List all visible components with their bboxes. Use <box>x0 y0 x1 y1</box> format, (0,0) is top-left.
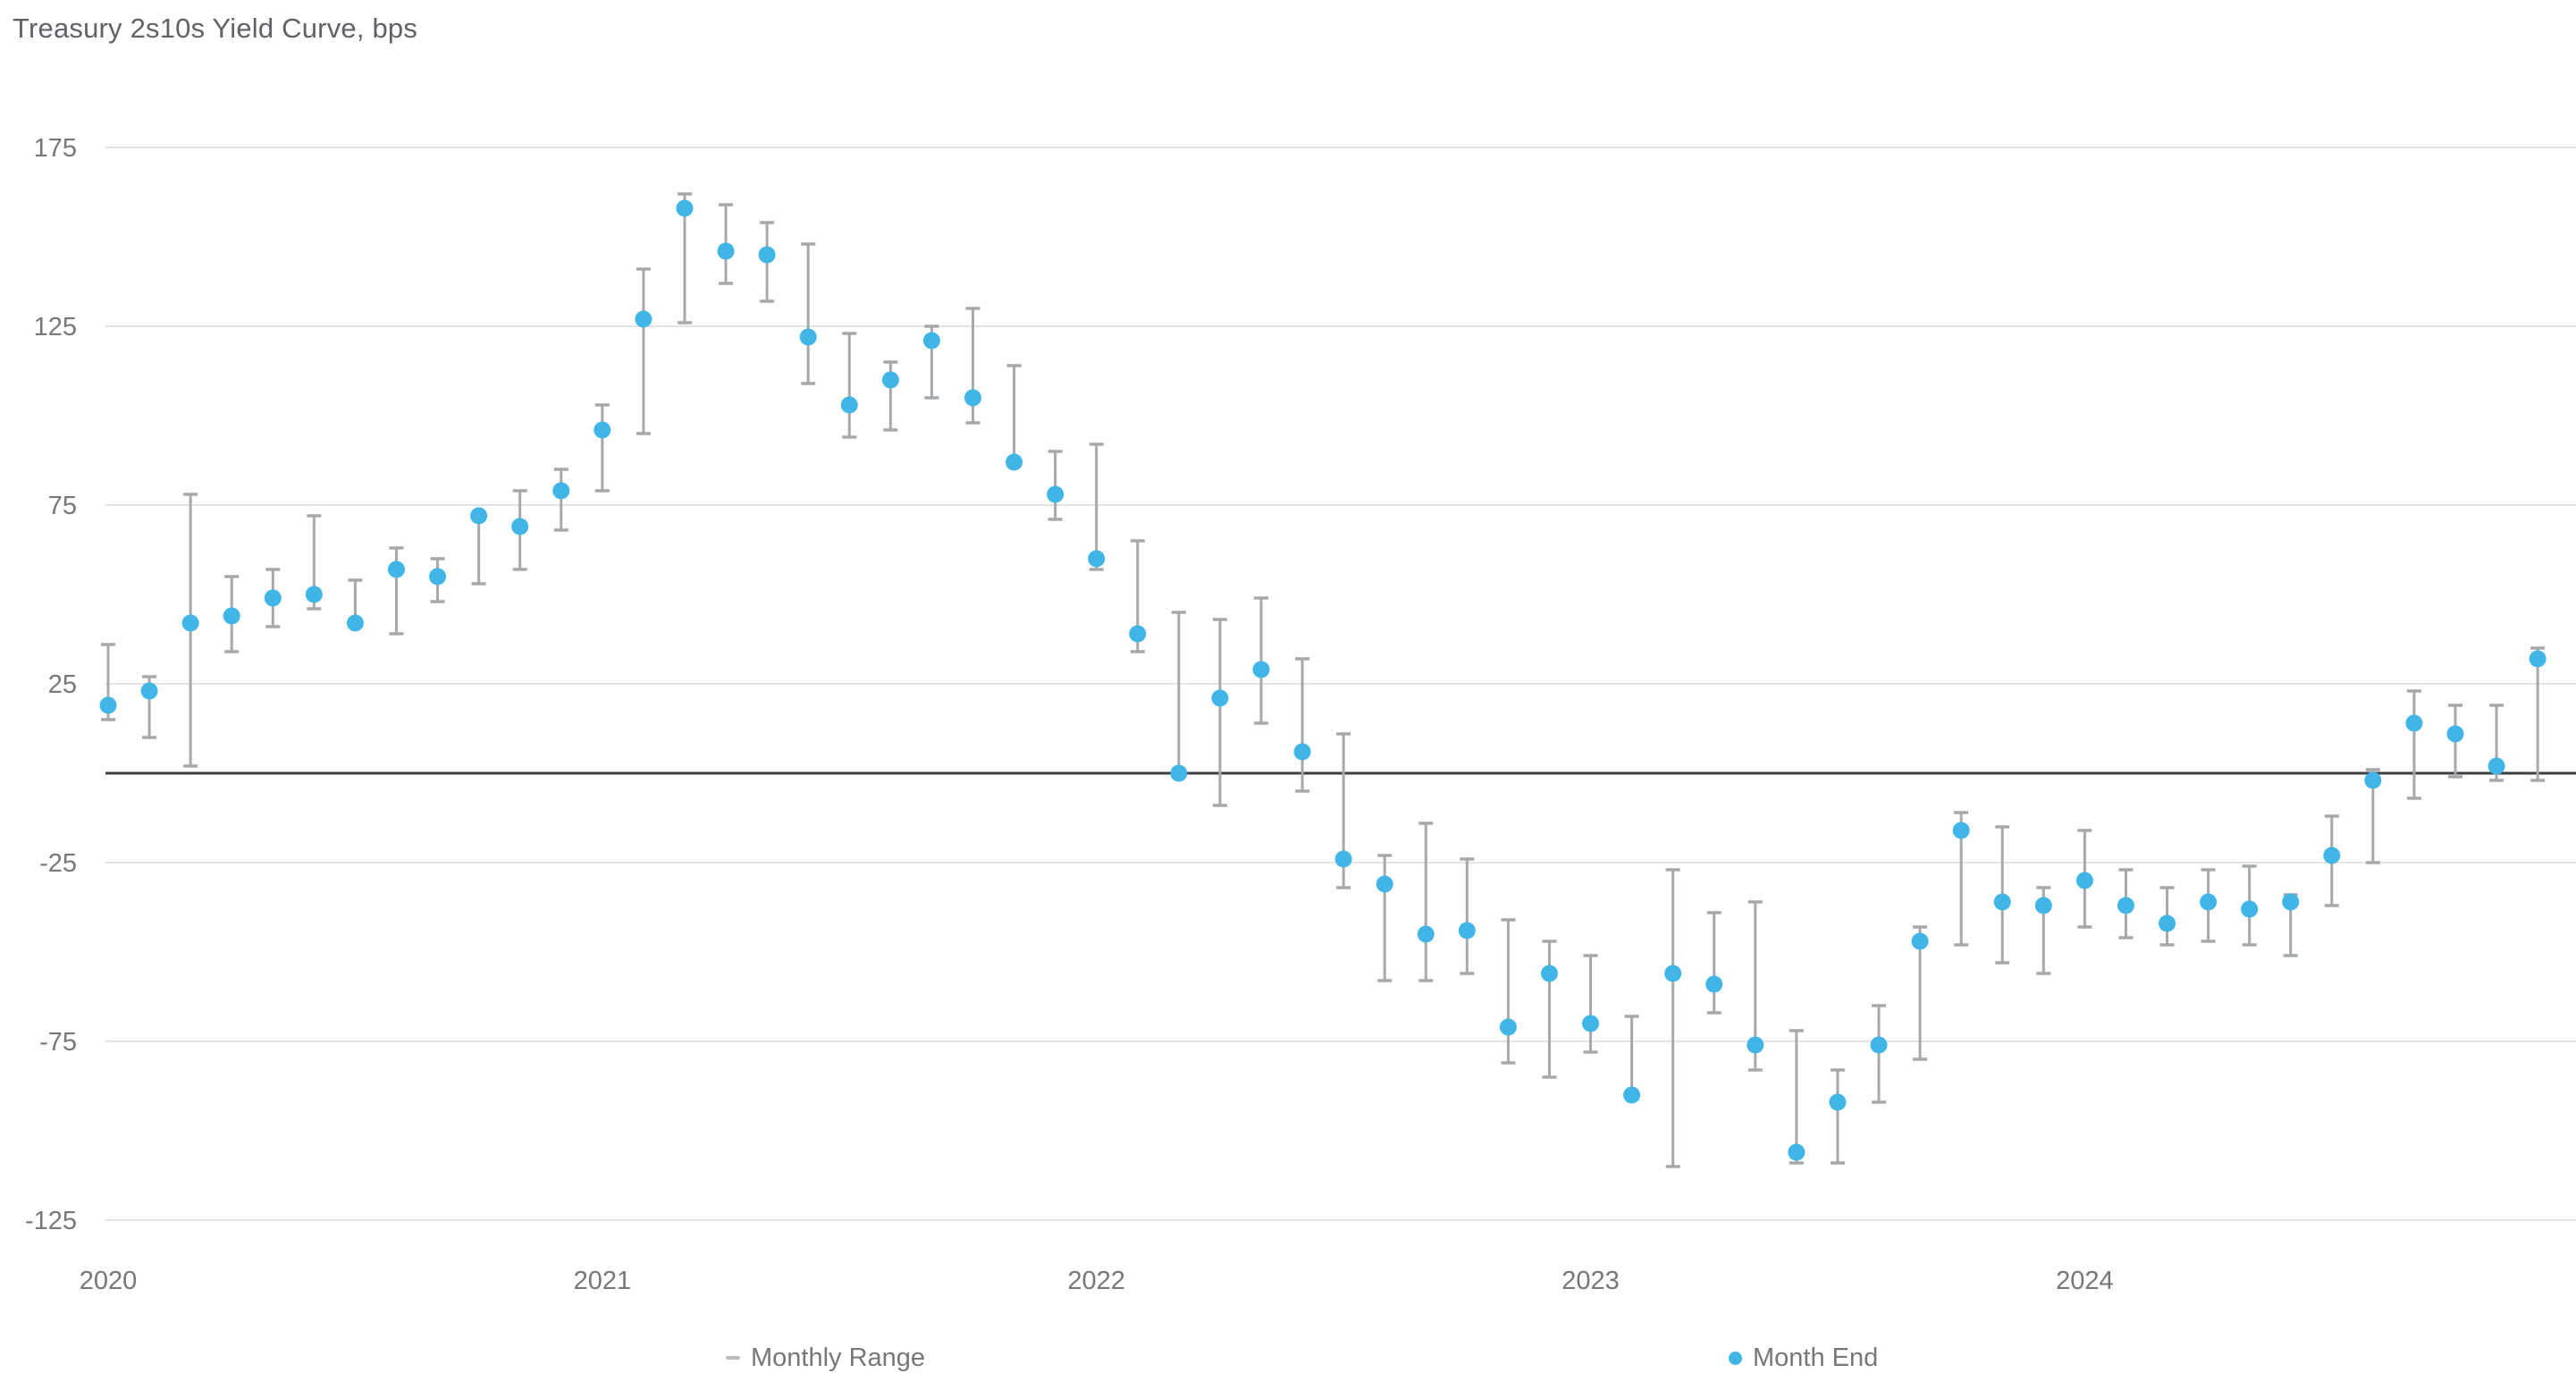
x-tick-label: 2021 <box>574 1267 632 1295</box>
month-end-dot <box>2075 872 2093 889</box>
month-end-dot <box>140 682 158 700</box>
month-end-dot <box>717 242 735 260</box>
month-end-dot <box>676 199 694 217</box>
month-end-dot <box>635 310 652 328</box>
month-end-dot <box>264 589 282 607</box>
month-end-dot <box>305 585 323 603</box>
month-end-dot <box>429 568 447 585</box>
month-end-dot <box>2364 771 2382 789</box>
month-end-dot <box>511 518 529 535</box>
x-tick-label: 2023 <box>1562 1267 1620 1295</box>
legend-item-monthly-range[interactable]: Monthly Range <box>726 1339 925 1377</box>
legend-item-month-end[interactable]: Month End <box>1729 1339 1878 1377</box>
month-end-dot <box>1458 922 1476 939</box>
month-end-dot <box>1788 1143 1806 1161</box>
month-end-dot <box>1993 893 2011 911</box>
month-end-dot <box>2488 757 2505 775</box>
y-tick-label: -125 <box>25 1207 77 1235</box>
month-end-dot <box>1499 1018 1517 1036</box>
month-end-dot <box>1211 689 1229 707</box>
month-end-dot <box>1829 1093 1847 1111</box>
month-end-dot <box>2200 893 2218 911</box>
month-end-dot <box>470 507 488 525</box>
month-end-dot <box>2405 714 2423 732</box>
month-end-dot <box>2282 893 2300 911</box>
month-end-dot <box>1088 550 1106 568</box>
legend-label-month-end: Month End <box>1753 1343 1879 1372</box>
month-end-dot <box>1252 661 1270 678</box>
month-end-dot <box>99 696 117 714</box>
month-end-dot <box>181 614 199 632</box>
y-tick-label: 25 <box>48 670 77 699</box>
month-end-dot <box>2446 725 2464 743</box>
month-end-dot <box>1129 625 1147 643</box>
month-end-dot <box>1952 821 1970 839</box>
month-end-dot <box>1376 875 1393 893</box>
month-end-dot <box>1170 764 1188 782</box>
month-end-dot-icon <box>1729 1351 1742 1365</box>
month-end-dot <box>922 332 940 350</box>
y-tick-label: 75 <box>48 492 77 520</box>
month-end-dot <box>2159 914 2176 932</box>
month-end-dot <box>881 371 899 389</box>
month-end-dot <box>1540 965 1558 982</box>
month-end-dot <box>1705 975 1723 993</box>
legend-label-monthly-range: Monthly Range <box>751 1343 926 1372</box>
month-end-dot <box>1870 1036 1888 1054</box>
month-end-dot <box>387 560 405 578</box>
y-tick-label: -25 <box>39 849 77 878</box>
month-end-dot <box>2034 897 2052 914</box>
month-end-dot <box>223 607 240 625</box>
month-end-dot <box>1664 965 1682 982</box>
month-end-dot <box>346 614 364 632</box>
month-end-dot <box>593 421 611 439</box>
month-end-dot <box>840 396 858 414</box>
y-tick-label: 175 <box>34 134 77 163</box>
month-end-dot <box>758 246 776 264</box>
monthly-range-dash-icon <box>726 1356 740 1360</box>
month-end-dot <box>1582 1015 1600 1032</box>
month-end-dot <box>799 328 817 346</box>
month-end-dot <box>1047 485 1065 503</box>
month-end-dot <box>1293 743 1311 761</box>
x-tick-label: 2020 <box>80 1267 138 1295</box>
y-tick-label: -75 <box>39 1028 77 1057</box>
month-end-dot <box>2117 897 2134 914</box>
month-end-dot <box>1006 453 1023 471</box>
month-end-dot <box>552 482 570 500</box>
chart-title: Treasury 2s10s Yield Curve, bps <box>13 13 418 44</box>
month-end-dot <box>964 389 981 407</box>
month-end-dot <box>2323 847 2341 864</box>
x-tick-label: 2024 <box>2056 1267 2114 1295</box>
month-end-dot <box>1747 1036 1764 1054</box>
month-end-dot <box>1334 850 1352 868</box>
month-end-dot <box>1417 925 1435 943</box>
month-end-dot <box>1911 932 1929 950</box>
x-tick-label: 2022 <box>1067 1267 1125 1295</box>
month-end-dot <box>1623 1086 1641 1104</box>
month-end-dot <box>2241 900 2259 918</box>
y-tick-label: 125 <box>34 313 77 341</box>
month-end-dot <box>2529 650 2547 668</box>
